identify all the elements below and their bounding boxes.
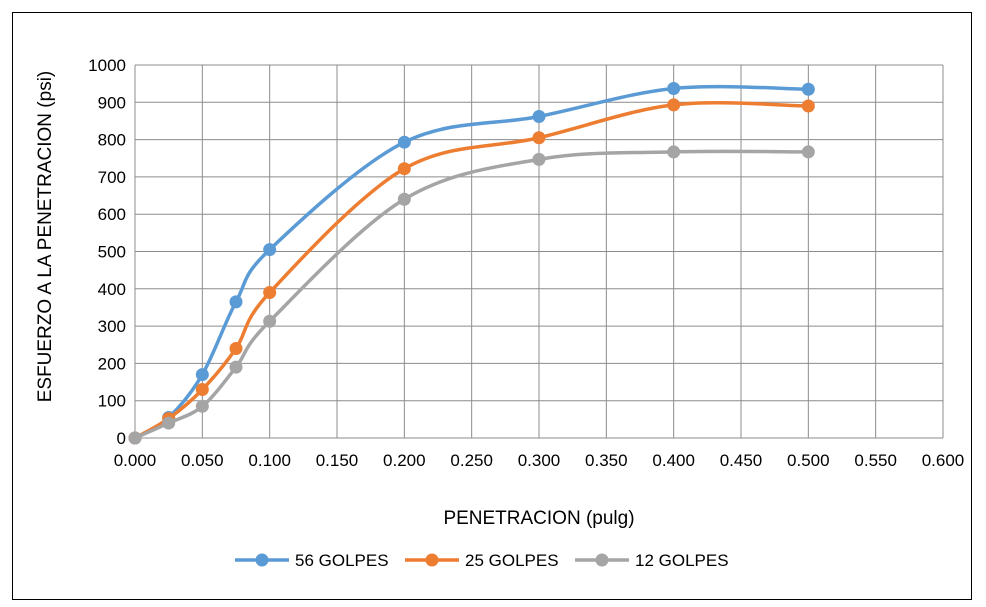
data-point-12-golpes	[801, 145, 815, 159]
data-point-25-golpes	[229, 341, 243, 355]
legend-item-25-golpes: 25 GOLPES	[405, 551, 559, 570]
data-point-12-golpes	[667, 145, 681, 159]
data-point-25-golpes	[532, 131, 546, 145]
x-tick-label: 0.550	[854, 451, 897, 470]
y-tick-label: 500	[98, 243, 126, 262]
legend-label: 56 GOLPES	[295, 551, 389, 570]
data-point-12-golpes	[128, 431, 142, 445]
data-point-25-golpes	[195, 383, 209, 397]
legend-marker	[595, 553, 609, 567]
data-point-25-golpes	[397, 162, 411, 176]
y-tick-label: 1000	[88, 56, 126, 75]
x-tick-label: 0.150	[316, 451, 359, 470]
data-point-12-golpes	[195, 399, 209, 413]
x-tick-label: 0.600	[922, 451, 965, 470]
legend-label: 25 GOLPES	[465, 551, 559, 570]
x-tick-label: 0.050	[181, 451, 224, 470]
legend: 56 GOLPES 25 GOLPES 12 GOLPES	[235, 551, 729, 570]
data-point-56-golpes	[195, 368, 209, 382]
x-tick-label: 0.200	[383, 451, 426, 470]
y-tick-label: 600	[98, 205, 126, 224]
y-tick-label: 700	[98, 168, 126, 187]
series-12-golpes	[128, 145, 815, 445]
data-point-12-golpes	[263, 314, 277, 328]
data-point-25-golpes	[667, 98, 681, 112]
series-layer	[128, 81, 815, 445]
series-25-golpes	[128, 98, 815, 445]
x-tick-label: 0.100	[248, 451, 291, 470]
series-line-12-golpes	[133, 149, 811, 440]
chart-svg: 0.000 0.050 0.100 0.150 0.200 0.250 0.300 0.350…	[35, 56, 964, 570]
y-axis-title: ESFUERZO A LA PENETRACION (psi)	[35, 71, 56, 403]
x-tick-label: 0.500	[787, 451, 830, 470]
data-point-12-golpes	[162, 416, 176, 430]
y-tick-label: 300	[98, 317, 126, 336]
series-line-56-golpes	[133, 84, 811, 440]
legend-marker	[255, 553, 269, 567]
y-tick-label: 400	[98, 280, 126, 299]
y-tick-label: 200	[98, 354, 126, 373]
x-tick-label: 0.400	[652, 451, 695, 470]
y-tick-label: 100	[98, 392, 126, 411]
x-tick-label: 0.450	[720, 451, 763, 470]
tick-layer: 0.000 0.050 0.100 0.150 0.200 0.250 0.300 0.350…	[88, 56, 964, 470]
data-point-56-golpes	[229, 295, 243, 309]
chart-frame: 0.000 0.050 0.100 0.150 0.200 0.250 0.300 0.350…	[12, 12, 972, 600]
series-line-25-golpes	[133, 101, 811, 440]
data-point-56-golpes	[263, 243, 277, 257]
data-point-12-golpes	[397, 192, 411, 206]
data-point-12-golpes	[229, 360, 243, 374]
y-tick-label: 900	[98, 93, 126, 112]
legend-label: 12 GOLPES	[635, 551, 729, 570]
legend-item-12-golpes: 12 GOLPES	[575, 551, 729, 570]
legend-item-56-golpes: 56 GOLPES	[235, 551, 389, 570]
y-tick-label: 0	[117, 429, 126, 448]
x-tick-label: 0.350	[585, 451, 628, 470]
data-point-56-golpes	[667, 81, 681, 95]
data-point-12-golpes	[532, 152, 546, 166]
data-point-25-golpes	[263, 286, 277, 300]
data-point-56-golpes	[397, 135, 411, 149]
data-point-56-golpes	[532, 109, 546, 123]
x-tick-label: 0.300	[518, 451, 561, 470]
x-tick-label: 0.250	[450, 451, 493, 470]
x-axis-title: PENETRACION (pulg)	[443, 508, 634, 529]
x-tick-label: 0.000	[114, 451, 157, 470]
y-tick-label: 800	[98, 131, 126, 150]
data-point-25-golpes	[801, 99, 815, 113]
data-point-56-golpes	[801, 82, 815, 96]
legend-marker	[425, 553, 439, 567]
